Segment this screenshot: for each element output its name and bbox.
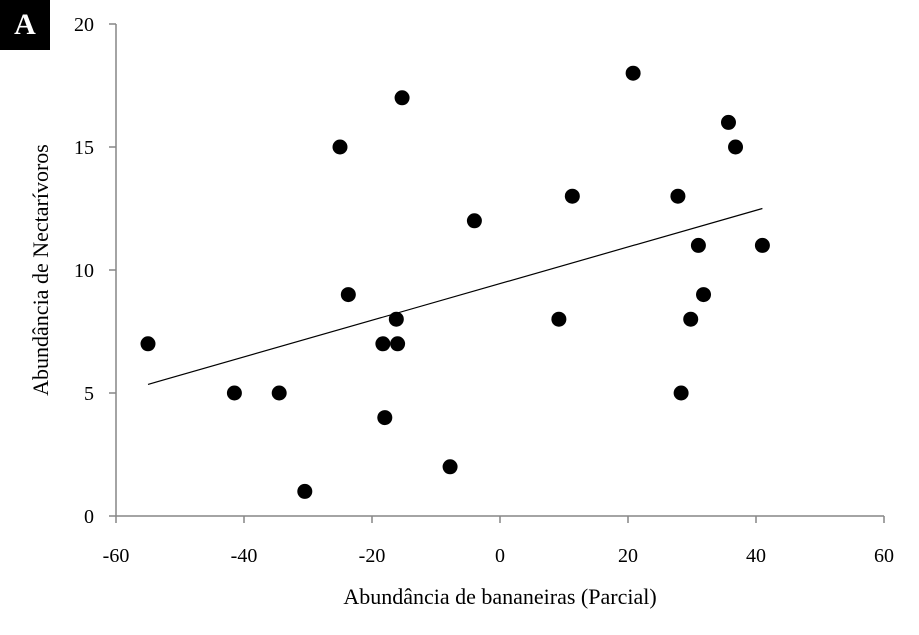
y-tick-label: 20: [74, 14, 94, 36]
data-point: [388, 311, 404, 327]
axes: 0 5 10 15 20 -60 -40 -20 0 20 40 60: [74, 14, 894, 567]
data-point: [297, 483, 313, 499]
data-point: [332, 139, 348, 155]
x-tick-label: -20: [359, 545, 386, 567]
y-tick-label: 10: [74, 260, 94, 282]
x-axis-label: Abundância de bananeiras (Parcial): [343, 584, 656, 609]
data-point: [551, 311, 567, 327]
y-tick-label: 5: [84, 383, 94, 405]
data-point: [340, 287, 356, 303]
y-tick-label: 15: [74, 137, 94, 159]
data-point: [226, 385, 242, 401]
data-point: [670, 188, 686, 204]
data-point: [720, 114, 736, 130]
x-tick-label: 0: [495, 545, 505, 567]
data-point: [394, 90, 410, 106]
x-tick-label: -60: [103, 545, 130, 567]
data-point: [375, 336, 391, 352]
x-tick-label: 60: [874, 545, 894, 567]
data-point: [696, 287, 712, 303]
x-tick-label: 40: [746, 545, 766, 567]
data-point: [683, 311, 699, 327]
data-point: [754, 237, 770, 253]
data-point: [140, 336, 156, 352]
data-point: [673, 385, 689, 401]
data-point: [564, 188, 580, 204]
x-tick-label: -40: [231, 545, 258, 567]
data-point: [690, 237, 706, 253]
y-tick-label: 0: [84, 506, 94, 528]
data-point: [271, 385, 287, 401]
trendline-layer: [147, 207, 763, 385]
data-point: [390, 336, 406, 352]
data-points: [140, 65, 770, 499]
data-point: [466, 213, 482, 229]
data-point: [625, 65, 641, 81]
data-point: [377, 410, 393, 426]
data-point: [728, 139, 744, 155]
trendline: [147, 207, 763, 385]
x-tick-label: 20: [618, 545, 638, 567]
panel-label: A: [0, 0, 50, 50]
data-point: [442, 459, 458, 475]
y-axis-label: Abundância de Nectarívoros: [28, 144, 53, 396]
